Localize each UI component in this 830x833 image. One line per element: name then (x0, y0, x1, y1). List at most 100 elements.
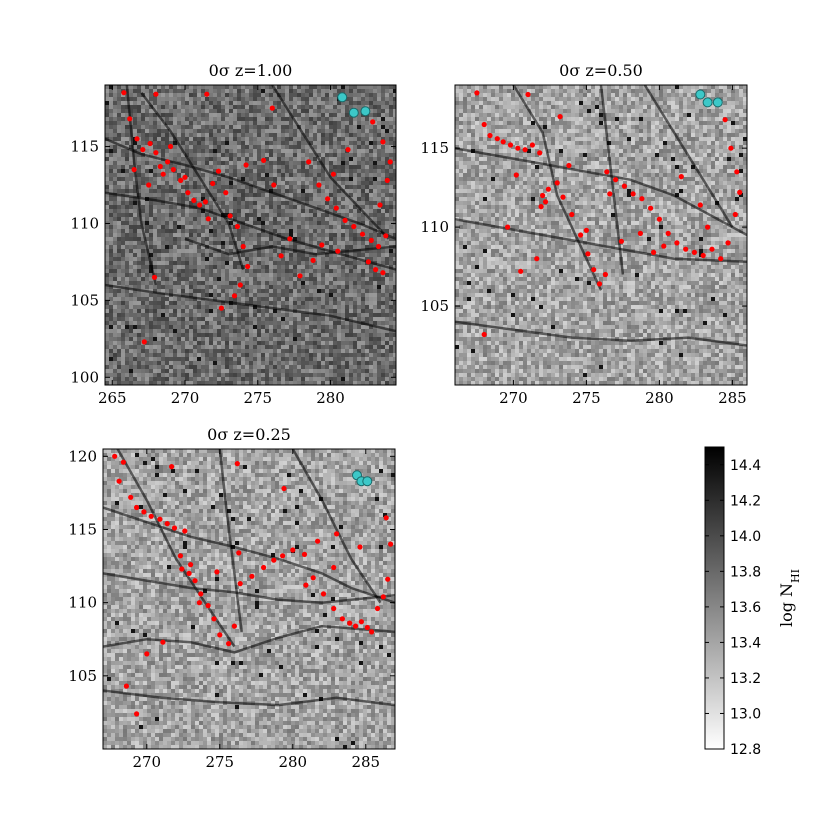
texture (105, 85, 396, 385)
data-point (737, 189, 743, 195)
data-point (215, 168, 222, 174)
data-point (342, 217, 348, 223)
highlighted-point (702, 97, 713, 108)
data-point (165, 159, 171, 165)
colorbar-tick-label: 13.6 (730, 600, 761, 616)
data-point (319, 242, 325, 248)
x-tick-label: 280 (278, 753, 307, 771)
data-point (345, 147, 351, 153)
data-point (357, 544, 363, 550)
data-point (542, 199, 549, 205)
data-point (123, 683, 129, 689)
data-point (383, 233, 389, 239)
colorbar-tick-label: 14.2 (730, 493, 761, 509)
data-point (725, 240, 731, 246)
data-point (301, 551, 308, 558)
data-point (331, 564, 337, 571)
data-point (196, 600, 202, 606)
data-point (245, 263, 251, 270)
data-point (128, 494, 134, 500)
data-point (331, 605, 337, 612)
data-point (116, 478, 122, 484)
data-point (271, 557, 277, 563)
data-point (538, 204, 544, 210)
y-tick-label: 115 (420, 139, 449, 157)
panel-2: 270 275 280 285 105 110 115 0σ z=0.50 (420, 61, 748, 407)
colorbar-tick-label: 13.4 (730, 635, 761, 651)
data-point (639, 196, 645, 202)
data-point (160, 639, 166, 645)
x-tick-label: 275 (205, 753, 234, 771)
data-point (223, 190, 229, 196)
data-point (602, 271, 609, 278)
data-point (728, 145, 734, 151)
data-point (210, 180, 216, 187)
data-point (290, 547, 296, 553)
data-point (112, 453, 118, 459)
data-point (141, 339, 147, 345)
data-point (678, 174, 684, 180)
data-point (169, 464, 175, 470)
data-point (359, 231, 366, 237)
data-point (211, 616, 217, 622)
data-point (330, 171, 336, 177)
data-point (697, 202, 703, 208)
data-point (197, 202, 203, 208)
data-point (325, 196, 331, 202)
data-point (500, 139, 506, 145)
data-point (297, 273, 303, 279)
data-point (243, 162, 249, 168)
data-point (604, 169, 610, 175)
panel-2-image (455, 85, 747, 385)
data-point (651, 249, 657, 255)
data-point (185, 190, 191, 196)
data-point (637, 230, 644, 236)
data-point (281, 485, 287, 492)
panel-1-image (105, 85, 396, 385)
data-point (540, 192, 546, 199)
data-point (170, 167, 176, 173)
colorbar-gradient (704, 446, 725, 750)
data-point (334, 531, 340, 537)
data-point (315, 538, 321, 544)
data-point (691, 249, 698, 255)
data-point (529, 142, 536, 148)
data-point (134, 136, 140, 142)
data-point (140, 147, 146, 153)
data-point (310, 575, 316, 581)
data-point (507, 142, 514, 148)
data-point (182, 528, 188, 534)
data-point (621, 183, 628, 189)
panel-frame (454, 84, 748, 386)
highlighted-point (360, 106, 371, 117)
data-point (368, 237, 374, 243)
data-point (182, 174, 188, 180)
x-tick-label: 270 (499, 389, 528, 407)
filament (643, 85, 734, 228)
filament (103, 689, 395, 707)
panel-1: 265 270 275 280 100 105 110 115 0σ z=1.00 (70, 61, 397, 407)
data-point (700, 252, 706, 259)
data-point (487, 132, 493, 139)
data-point (234, 461, 240, 467)
data-point (353, 623, 359, 629)
data-point (164, 521, 170, 527)
highlighted-point (695, 89, 706, 100)
data-point (134, 711, 140, 717)
data-point (167, 143, 174, 150)
data-point (231, 623, 237, 629)
data-point (718, 256, 724, 262)
data-point (518, 268, 524, 274)
filament (184, 237, 396, 256)
data-point (705, 224, 711, 230)
x-tick-label: 285 (718, 389, 747, 407)
panel-title: 0σ z=1.00 (209, 61, 293, 80)
filament (291, 449, 382, 604)
data-point (310, 257, 316, 263)
colorbar-label: log NHI (777, 569, 802, 627)
y-tick-label: 105 (420, 297, 449, 315)
data-point (339, 616, 345, 622)
data-point (375, 243, 382, 250)
data-point (333, 205, 339, 211)
filament (218, 449, 243, 633)
